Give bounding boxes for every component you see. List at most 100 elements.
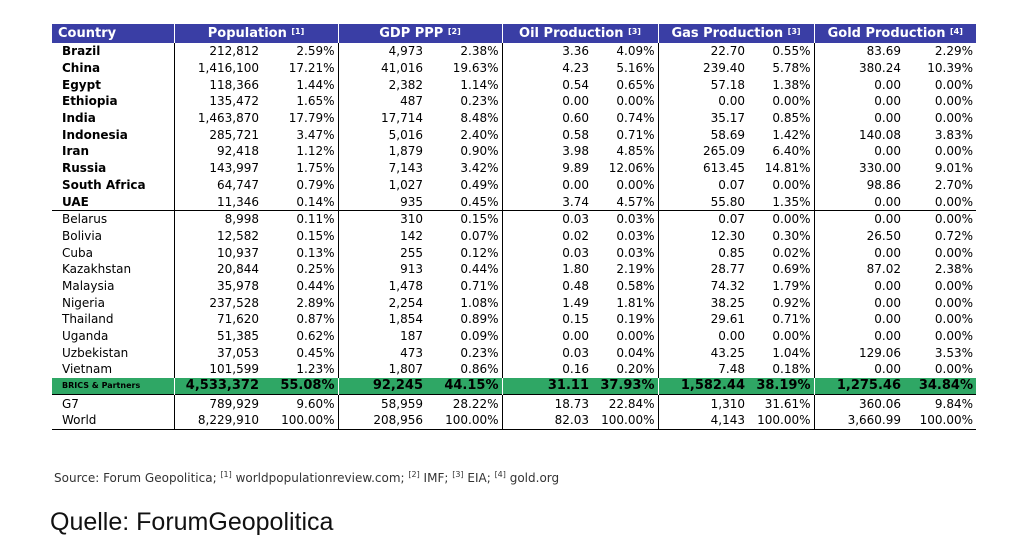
header-gdp: GDP PPP [2] xyxy=(337,24,502,43)
brics-row: India 1,463,870 17.79% 17,714 8.48% 0.60 0.74%… xyxy=(52,109,976,127)
comparison-row: G7 789,929 9.60% 58,959 28.22% 18.73 22.84% 1,3… xyxy=(52,394,976,413)
value-cell: 913 xyxy=(337,260,426,278)
value-cell: 0.85% xyxy=(772,111,811,126)
value-cell: 0.00 xyxy=(813,193,904,211)
value-cell: 22.70 xyxy=(657,43,748,60)
value-cell: 0.18% xyxy=(772,362,811,377)
value-cell: 212,812 xyxy=(173,43,262,60)
value-cell: 9.84% xyxy=(904,394,976,413)
value-cell: 0.62% xyxy=(296,329,335,344)
value-cell: 143,997 xyxy=(173,159,262,177)
value-cell: 100.00% xyxy=(592,412,658,430)
partner-row: Uganda 51,385 0.62% 187 0.09% 0.00 0.00% 0.00 0.… xyxy=(52,327,976,345)
value-cell: 55.80 xyxy=(657,193,748,211)
value-cell: 58.69 xyxy=(657,126,748,144)
value-cell: 4,143 xyxy=(657,412,748,430)
value-cell: 101,599 xyxy=(173,361,262,378)
value-cell: 1.44% xyxy=(296,77,335,92)
partner-row: Belarus 8,998 0.11% 310 0.15% 0.03 0.03% 0.07 0.… xyxy=(52,209,976,228)
value-cell: 0.65% xyxy=(616,77,655,92)
value-cell: 3.83% xyxy=(934,127,973,142)
value-cell: 360.06 xyxy=(813,394,904,413)
value-cell: 1,854 xyxy=(337,311,426,328)
value-cell: 265.09 xyxy=(657,143,748,160)
value-cell: 0.30% xyxy=(772,228,811,243)
brics-row: Iran 92,418 1.12% 1,879 0.90% 3.98 4.85% 265.09… xyxy=(52,143,976,160)
value-cell: 0.00% xyxy=(934,278,973,293)
value-cell: 0.60 xyxy=(501,109,592,127)
value-cell: 0.00% xyxy=(748,209,814,228)
value-cell: 0.15 xyxy=(501,311,592,328)
value-cell: 935 xyxy=(337,193,426,211)
value-cell: 100.00% xyxy=(426,412,502,430)
value-cell: 0.00% xyxy=(772,177,811,192)
value-cell: 1.75% xyxy=(296,161,335,176)
value-cell: 0.07% xyxy=(460,228,499,243)
value-cell: 0.00% xyxy=(934,111,973,126)
brics-row: Indonesia 285,721 3.47% 5,016 2.40% 0.58 0.71%… xyxy=(52,126,976,144)
value-cell: 0.14% xyxy=(296,194,335,209)
value-cell: 0.00 xyxy=(501,93,592,110)
value-cell: 3.47% xyxy=(296,127,335,142)
value-cell: 789,929 xyxy=(173,394,262,413)
value-cell: 0.45% xyxy=(296,345,335,360)
value-cell: 14.81% xyxy=(764,161,811,176)
value-cell: 7,143 xyxy=(337,159,426,177)
value-cell: 0.85 xyxy=(657,244,748,261)
value-cell: 100.00% xyxy=(262,412,338,430)
value-cell: 142 xyxy=(337,227,426,245)
value-cell: 187 xyxy=(337,327,426,345)
country-cell: Thailand xyxy=(62,312,114,327)
value-cell: 0.03 xyxy=(501,209,592,228)
value-cell: 0.00% xyxy=(934,312,973,327)
value-cell: 0.00% xyxy=(772,329,811,344)
value-cell: 0.07 xyxy=(657,209,748,228)
country-cell: India xyxy=(62,111,96,126)
value-cell: 1.23% xyxy=(296,362,335,377)
value-cell: 43.25 xyxy=(657,344,748,362)
value-cell: 26.50 xyxy=(813,227,904,245)
value-cell: 10,937 xyxy=(173,244,262,261)
value-cell: 1,582.44 xyxy=(657,377,748,395)
value-cell: 0.00 xyxy=(813,76,904,94)
value-cell: 0.20% xyxy=(616,362,655,377)
value-cell: 118,366 xyxy=(173,76,262,94)
partner-row: Thailand 71,620 0.87% 1,854 0.89% 0.15 0.19% 29… xyxy=(52,311,976,328)
brics-row: China 1,416,100 17.21% 41,016 19.63% 4.23 5.16… xyxy=(52,59,976,77)
value-cell: 0.19% xyxy=(616,312,655,327)
value-cell: 2.38% xyxy=(934,262,973,277)
value-cell: 17.21% xyxy=(288,61,335,76)
value-cell: 0.00 xyxy=(813,361,904,378)
value-cell: 3,660.99 xyxy=(813,412,904,430)
value-cell: 83.69 xyxy=(813,43,904,60)
value-cell: 38.25 xyxy=(657,294,748,311)
quelle-caption: Quelle: ForumGeopolitica xyxy=(50,508,334,536)
value-cell: 613.45 xyxy=(657,159,748,177)
country-cell: UAE xyxy=(62,194,89,209)
value-cell: 3.36 xyxy=(501,43,592,60)
value-cell: 5.78% xyxy=(772,61,811,76)
value-cell: 2.29% xyxy=(934,44,973,59)
value-cell: 330.00 xyxy=(813,159,904,177)
value-cell: 0.02% xyxy=(772,245,811,260)
value-cell: 4,533,372 xyxy=(173,377,262,395)
value-cell: 0.00% xyxy=(934,245,973,260)
value-cell: 0.00% xyxy=(934,194,973,209)
value-cell: 12,582 xyxy=(173,227,262,245)
value-cell: 5,016 xyxy=(337,126,426,144)
value-cell: 0.15% xyxy=(296,228,335,243)
value-cell: 98.86 xyxy=(813,176,904,194)
value-cell: 0.13% xyxy=(296,245,335,260)
value-cell: 0.00 xyxy=(501,176,592,194)
source-note: Source: Forum Geopolitica; [1] worldpopu… xyxy=(54,470,560,485)
header-oil: Oil Production [3] xyxy=(501,24,658,43)
value-cell: 0.00% xyxy=(934,77,973,92)
value-cell: 4.09% xyxy=(616,44,655,59)
value-cell: 41,016 xyxy=(337,59,426,77)
country-cell: Uzbekistan xyxy=(62,345,129,360)
comparison-row: World 8,229,910 100.00% 208,956 100.00% 82.03… xyxy=(52,412,976,430)
country-cell: Nigeria xyxy=(62,295,105,310)
value-cell: 1.65% xyxy=(296,94,335,109)
value-cell: 0.23% xyxy=(460,345,499,360)
value-cell: 58,959 xyxy=(337,394,426,413)
